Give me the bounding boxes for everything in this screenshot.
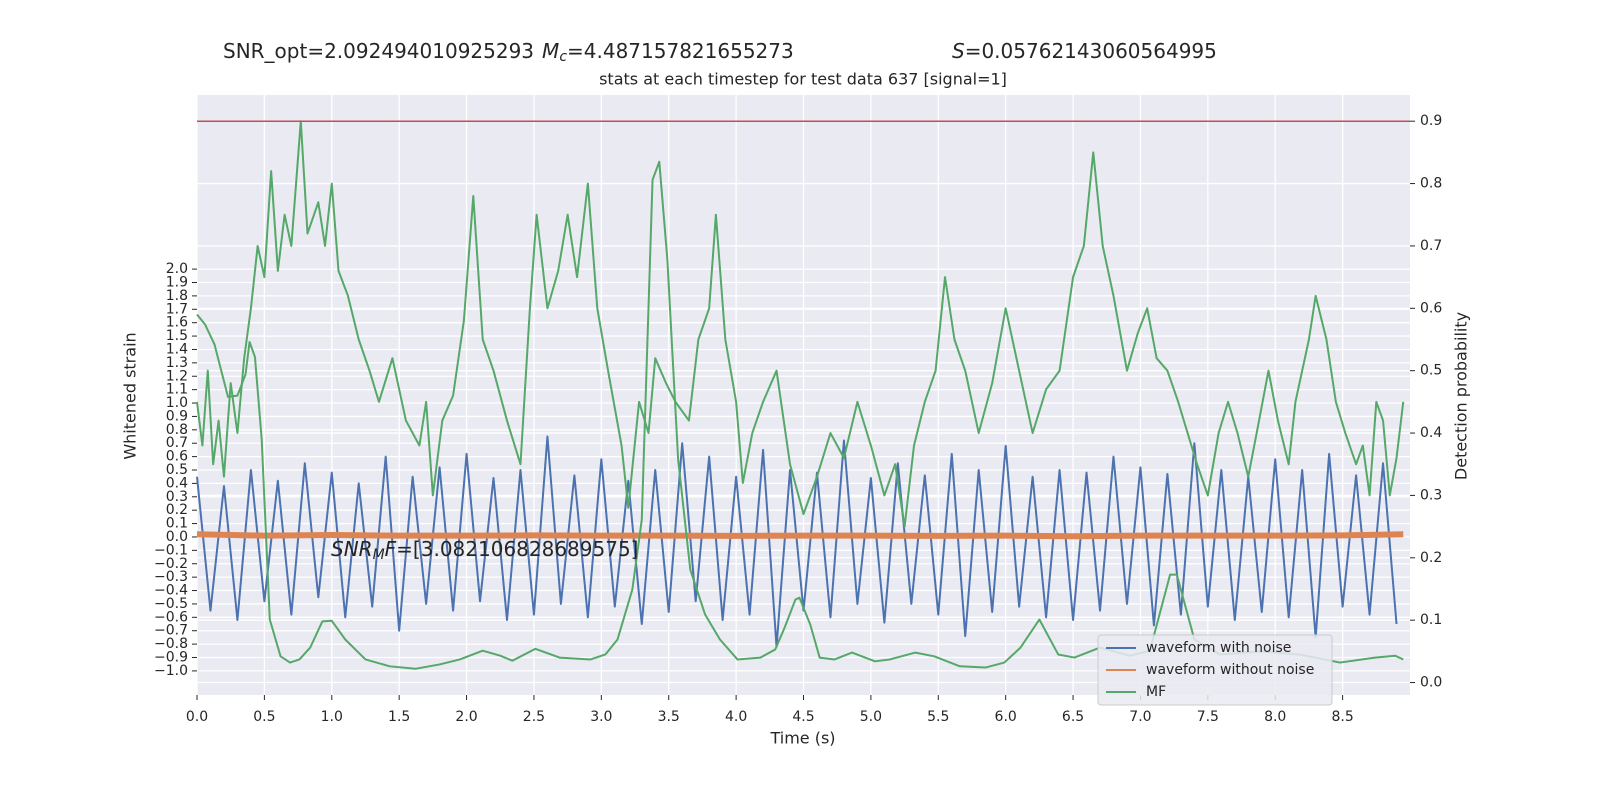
x-axis-label: Time (s) <box>769 729 835 748</box>
y2-tick-label: 0.1 <box>1420 612 1442 628</box>
y-tick-label: 2.0 <box>166 261 188 277</box>
y2-tick-label: 0.3 <box>1420 487 1442 503</box>
y2-tick-label: 0.6 <box>1420 300 1442 316</box>
legend: waveform with noise waveform without nois… <box>1097 634 1333 706</box>
series-line <box>196 531 1404 540</box>
y-tick-label: 0.8 <box>166 422 188 438</box>
y-tick-label: 0.9 <box>166 408 188 424</box>
y-tick-label: −0.4 <box>154 583 188 599</box>
y-tick-label: −0.2 <box>154 556 188 572</box>
y-tick-label: 1.6 <box>166 315 188 331</box>
y-tick-label: 0.2 <box>166 502 188 518</box>
title-mc-symbol: M <box>542 39 559 63</box>
y-tick-label: 0.1 <box>166 516 188 532</box>
chart-subtitle: stats at each timestep for test data 637… <box>599 70 1007 89</box>
y2-tick-label: 0.7 <box>1420 238 1442 254</box>
chart-title: SNR_opt=2.092494010925293 Mc=4.4871578216… <box>223 39 794 66</box>
y-tick-label: 1.2 <box>166 368 188 384</box>
y2-tick-label: 0.5 <box>1420 363 1442 379</box>
x-tick-label: 3.5 <box>658 709 680 725</box>
x-tick-label: 6.5 <box>1062 709 1084 725</box>
legend-label: waveform with noise <box>1146 640 1291 656</box>
title-snr: SNR_opt=2.092494010925293 <box>223 39 534 63</box>
y-tick-label: 0.0 <box>166 529 188 545</box>
y-tick-label: 1.3 <box>166 355 188 371</box>
annotation: SNRMF=[3.082106828689575] <box>331 537 639 564</box>
y-axis-label: Whitened strain <box>121 332 140 459</box>
x-tick-label: 4.0 <box>725 709 747 725</box>
y-tick-label: 1.4 <box>166 341 188 357</box>
x-tick-label: 1.5 <box>388 709 410 725</box>
x-tick-label: 2.5 <box>523 709 545 725</box>
x-tick-label: 7.5 <box>1197 709 1219 725</box>
y-tick-label: 1.7 <box>166 301 188 317</box>
y-tick-label: −0.8 <box>154 636 188 652</box>
x-tick-label: 1.0 <box>321 709 343 725</box>
series-line <box>196 435 1398 648</box>
y-tick-label: 0.3 <box>166 489 188 505</box>
y-tick-label: −0.5 <box>154 596 188 612</box>
annotation-value: =[3.082106828689575] <box>396 537 638 561</box>
y-tick-label: 0.5 <box>166 462 188 478</box>
x-tick-label: 3.0 <box>590 709 612 725</box>
x-tick-label: 6.0 <box>995 709 1017 725</box>
y2-tick-label: 0.4 <box>1420 425 1442 441</box>
y-tick-label: −0.1 <box>154 542 188 558</box>
legend-box <box>1097 634 1333 706</box>
y-tick-label: −0.3 <box>154 569 188 585</box>
y-tick-label: 0.7 <box>166 435 188 451</box>
y-tick-label: 1.1 <box>166 382 188 398</box>
y-tick-label: −0.7 <box>154 623 188 639</box>
y-tick-label: 1.8 <box>166 288 188 304</box>
x-tick-label: 7.0 <box>1129 709 1151 725</box>
x-tick-label: 5.5 <box>927 709 949 725</box>
y-tick-label: 1.5 <box>166 328 188 344</box>
x-tick-label: 8.0 <box>1264 709 1286 725</box>
title-mc-sub: c <box>559 49 567 65</box>
y2-tick-label: 0.8 <box>1420 176 1442 192</box>
y-tick-label: 0.6 <box>166 449 188 465</box>
x-tick-label: 0.0 <box>186 709 208 725</box>
chart-title-s: S=0.05762143060564995 <box>952 39 1217 63</box>
x-tick-label: 5.0 <box>860 709 882 725</box>
x-tick-label: 8.5 <box>1331 709 1353 725</box>
y-tick-label: 0.4 <box>166 475 188 491</box>
y-tick-label: 1.9 <box>166 275 188 291</box>
legend-label: MF <box>1146 684 1166 700</box>
annotation-symbol: SNR <box>331 537 373 561</box>
y2-tick-label: 0.2 <box>1420 550 1442 566</box>
y-tick-label: 1.0 <box>166 395 188 411</box>
series-line <box>196 120 1405 528</box>
title-s-value: =0.05762143060564995 <box>965 39 1217 63</box>
title-s-symbol: S <box>952 39 965 63</box>
y2-axis-label: Detection probability <box>1452 312 1471 480</box>
y-tick-label: −1.0 <box>154 663 188 679</box>
y-tick-label: −0.9 <box>154 650 188 666</box>
annotation-symbol2: F <box>385 537 397 561</box>
y2-tick-label: 0.0 <box>1420 675 1442 691</box>
x-tick-label: 4.5 <box>792 709 814 725</box>
x-tick-label: 2.0 <box>455 709 477 725</box>
y2-tick-label: 0.9 <box>1420 113 1442 129</box>
marks <box>196 120 1410 670</box>
legend-label: waveform without noise <box>1146 662 1314 678</box>
y-tick-label: −0.6 <box>154 609 188 625</box>
title-mc-value: =4.487157821655273 <box>567 39 794 63</box>
x-tick-label: 0.5 <box>253 709 275 725</box>
annotation-sub: M <box>373 547 385 563</box>
